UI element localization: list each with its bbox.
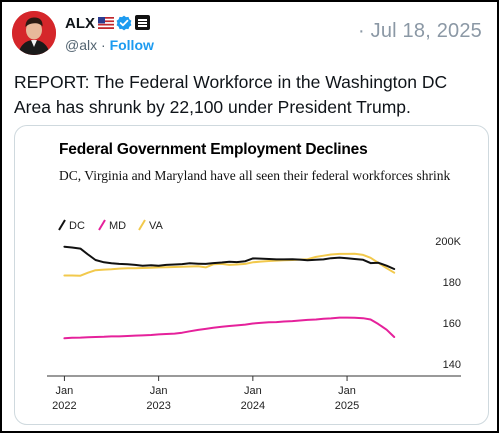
y-tick-label: 160 — [443, 318, 461, 330]
post-text: REPORT: The Federal Workforce in the Was… — [14, 72, 448, 117]
x-tick-label-month: Jan — [338, 385, 356, 397]
line-chart: DC MD VA 200K 180 160 140 Jan 2022 Jan 2023 Jan 2024… — [47, 219, 462, 412]
legend-label-dc: DC — [69, 220, 85, 232]
series-line-dc — [63, 245, 396, 270]
date-separator: · — [357, 20, 365, 42]
y-tick-label: 180 — [443, 277, 461, 289]
author-name[interactable]: ALX — [65, 15, 95, 32]
chart-subtitle: DC, Virginia and Maryland have all seen … — [59, 168, 451, 183]
legend-label-md: MD — [109, 220, 126, 232]
x-tick-label-year: 2022 — [52, 400, 76, 412]
x-tick-label-month: Jan — [244, 385, 262, 397]
verified-badge-icon[interactable] — [116, 15, 132, 31]
y-tick-label: 200K — [435, 236, 461, 248]
x-tick-label-year: 2023 — [146, 400, 170, 412]
x-tick-label-year: 2024 — [241, 400, 265, 412]
chart-title: Federal Government Employment Declines — [59, 141, 368, 158]
series-line-md — [63, 316, 396, 340]
legend-swatch-dc — [58, 219, 66, 231]
chart-image[interactable]: Federal Government Employment Declines D… — [14, 125, 489, 425]
legend-swatch-md — [98, 219, 106, 231]
legend-label-va: VA — [149, 220, 164, 232]
y-tick-label: 140 — [443, 359, 461, 371]
avatar-portrait — [12, 11, 56, 55]
us-flag-icon — [98, 17, 114, 29]
x-tick-label-month: Jan — [56, 385, 74, 397]
post-timestamp[interactable]: · Jul 18, 2025 — [358, 20, 482, 43]
avatar[interactable] — [12, 11, 56, 55]
handle-separator: · — [101, 37, 106, 53]
legend-swatch-va — [138, 219, 146, 231]
follow-button[interactable]: Follow — [109, 37, 154, 53]
date-text: Jul 18, 2025 — [370, 20, 482, 42]
affiliate-badge-icon[interactable] — [135, 15, 150, 30]
x-tick-label-year: 2025 — [335, 400, 359, 412]
author-handle[interactable]: @alx — [65, 37, 98, 53]
x-tick-label-month: Jan — [150, 385, 168, 397]
handle-row: @alx · Follow — [65, 37, 154, 53]
series-line-va — [63, 252, 396, 277]
